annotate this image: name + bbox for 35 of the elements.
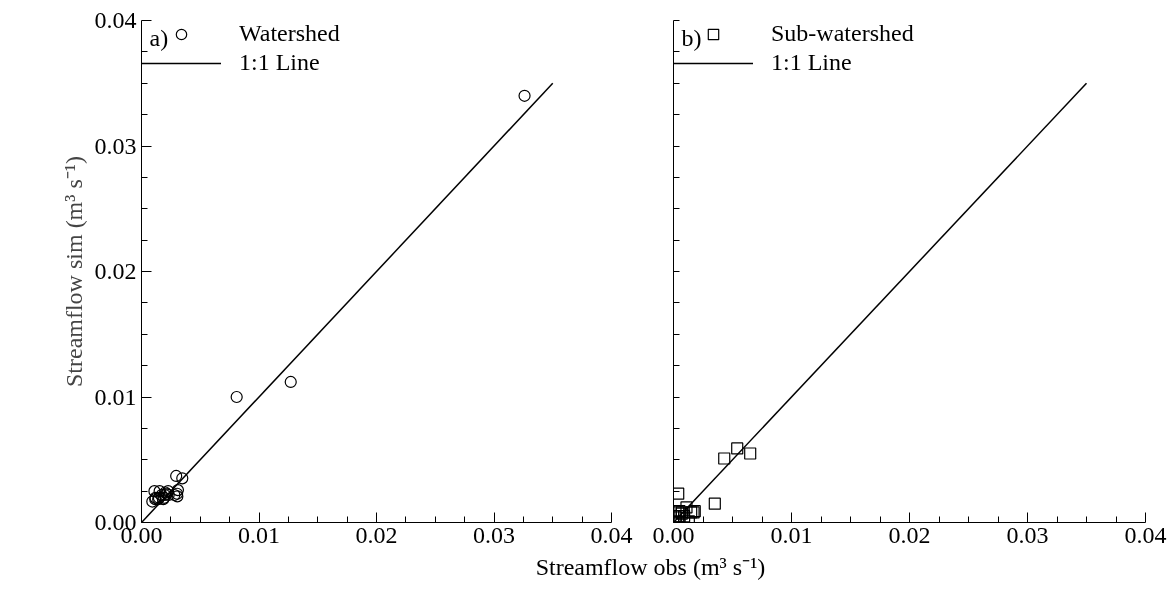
point — [731, 442, 744, 455]
point — [153, 485, 166, 498]
x-tick-label: 0.03 — [1006, 521, 1049, 548]
x-tick-label: 0.02 — [888, 521, 931, 548]
point — [678, 510, 691, 523]
point — [148, 485, 161, 498]
annotation: a) — [149, 24, 169, 51]
point — [176, 472, 189, 485]
point — [284, 375, 297, 389]
x-tick-label: 0.02 — [355, 521, 398, 548]
point — [230, 390, 243, 404]
x-tick-label: 0.04 — [1124, 521, 1167, 548]
point — [680, 501, 693, 514]
point — [518, 89, 531, 102]
y-tick-label: 0.04 — [94, 7, 137, 33]
x-tick-label: 0.00 — [652, 521, 695, 548]
y-tick-label: 0.03 — [94, 132, 137, 159]
point — [718, 452, 731, 465]
x-axis-title: Streamflow obs (m³ s⁻¹) — [535, 553, 766, 582]
point — [170, 469, 183, 483]
point — [673, 487, 685, 500]
point — [708, 497, 721, 510]
legend-label: 1:1 Line — [239, 49, 320, 76]
x-tick-label: 0.01 — [770, 521, 813, 548]
point — [744, 447, 757, 460]
y-tick-label: 0.02 — [94, 258, 137, 284]
legend-label: Watershed — [239, 20, 340, 47]
y-axis-title: Streamflow sim (m³ s⁻¹) — [60, 155, 87, 388]
legend-label: 1:1 Line — [771, 49, 852, 76]
x-tick-label: 0.04 — [590, 521, 633, 548]
y-tick-label: 0.01 — [94, 383, 137, 410]
x-tick-label: 0.01 — [238, 521, 280, 548]
legend-label: Sub-watershed — [771, 20, 914, 47]
x-tick-label: 0.03 — [473, 521, 515, 548]
annotation: b) — [681, 24, 702, 51]
